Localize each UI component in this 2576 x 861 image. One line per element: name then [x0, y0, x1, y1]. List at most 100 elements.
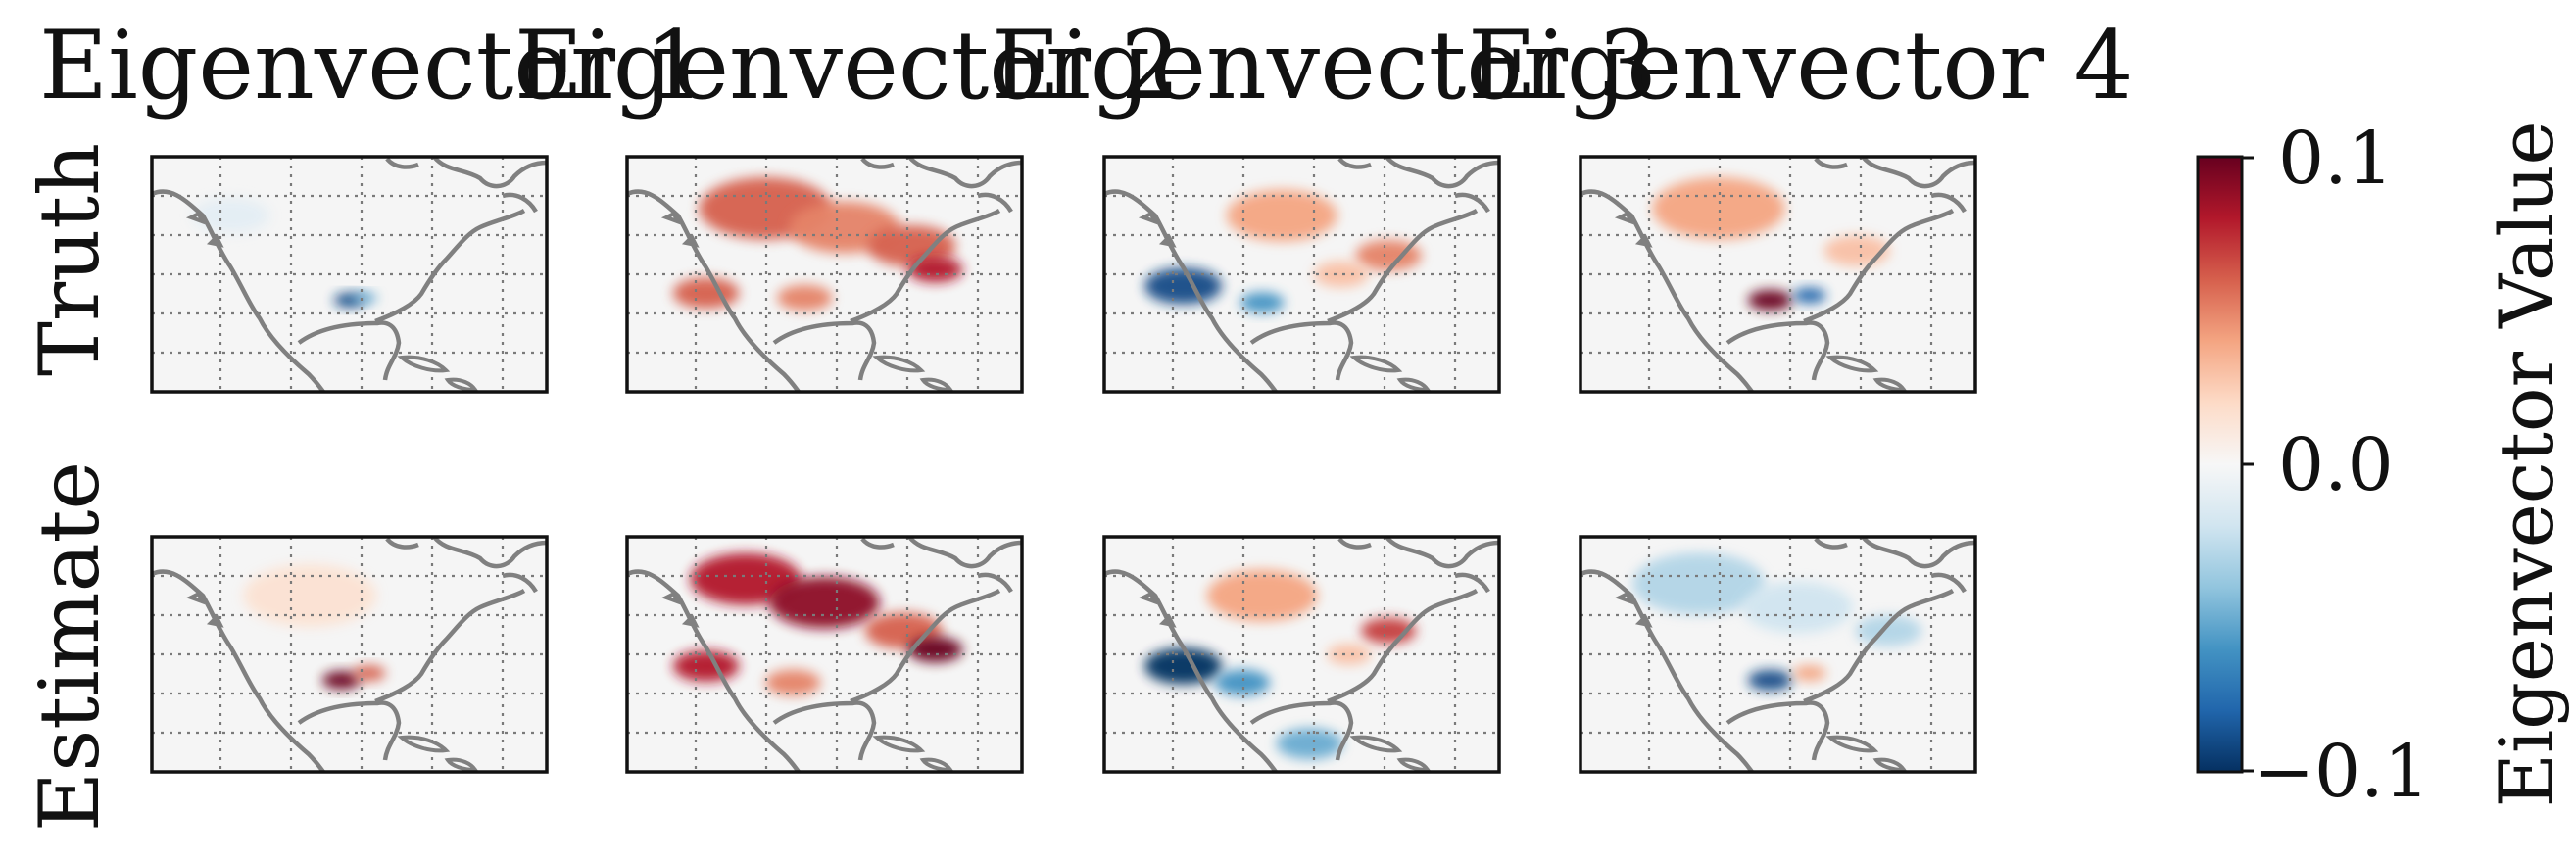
data-blob-3 — [1747, 669, 1793, 691]
data-blob-3 — [1239, 292, 1285, 313]
panel-frame — [1579, 155, 1977, 394]
coastline-3 — [1385, 155, 1500, 189]
colorbar — [2196, 155, 2244, 774]
island-2 — [681, 613, 700, 628]
coastline-3 — [907, 155, 1023, 189]
data-blob-3 — [907, 257, 963, 283]
coastline-0 — [1580, 189, 1754, 394]
coastline-5 — [977, 192, 1013, 214]
column-title-2: Eigenvector 2 — [514, 11, 1181, 120]
data-blob-1 — [1742, 581, 1854, 634]
island-0 — [1825, 735, 1879, 753]
island-0 — [397, 355, 451, 373]
data-blob-5 — [765, 669, 821, 695]
data-blob-2 — [1855, 615, 1922, 646]
island-0 — [1825, 355, 1879, 373]
panel-estimate-2 — [625, 535, 1024, 774]
data-blob-1 — [1355, 239, 1423, 271]
colorbar-label: Eigenvector Value — [2483, 120, 2570, 807]
coastline-0 — [151, 569, 325, 774]
island-2 — [681, 233, 700, 248]
island-2 — [206, 613, 224, 628]
island-1 — [1396, 377, 1432, 393]
data-blob-5 — [1327, 644, 1372, 665]
data-blob-4 — [1313, 261, 1370, 288]
coastline-2 — [1327, 209, 1479, 324]
data-blob-3 — [1792, 287, 1826, 304]
data-blob-1 — [769, 576, 880, 629]
data-blob-2 — [867, 225, 956, 267]
coastline-5 — [977, 572, 1013, 594]
coastline-2 — [850, 589, 1001, 704]
coastline-2 — [1803, 209, 1955, 324]
coastline-1 — [297, 700, 402, 761]
coastline-3 — [907, 535, 1023, 569]
panel-frame — [1102, 155, 1501, 394]
coastline-5 — [502, 572, 538, 594]
panel-estimate-4 — [1579, 535, 1977, 774]
panel-frame — [150, 535, 549, 774]
coastline-4 — [1337, 537, 1372, 550]
coastline-2 — [374, 589, 526, 704]
panel-frame — [625, 155, 1024, 394]
coastline-4 — [385, 537, 419, 550]
data-blob-0 — [1632, 552, 1766, 615]
panel-frame — [1102, 535, 1501, 774]
coastline-3 — [1861, 155, 1976, 189]
data-blob-2 — [352, 665, 386, 682]
panel-truth-2 — [625, 155, 1024, 394]
colorbar-tick-label-top: 0.1 — [2278, 117, 2394, 201]
coastline-1 — [1249, 320, 1354, 381]
island-2 — [1634, 613, 1653, 628]
coastline-2 — [374, 209, 526, 324]
island-0 — [872, 735, 926, 753]
panel-truth-4 — [1579, 155, 1977, 394]
data-blob-2 — [1747, 289, 1793, 311]
island-3 — [1614, 591, 1634, 605]
coastline-4 — [1814, 157, 1848, 169]
data-blob-0 — [1206, 569, 1318, 622]
coastline-3 — [432, 535, 548, 569]
coastline-3 — [1385, 535, 1500, 569]
coastline-5 — [1930, 572, 1967, 594]
panel-estimate-1 — [150, 535, 549, 774]
island-3 — [660, 591, 681, 605]
panel-frame — [150, 155, 549, 394]
panel-frame — [1579, 535, 1977, 774]
data-blob-0 — [690, 552, 802, 605]
island-2 — [206, 233, 224, 248]
island-2 — [1158, 233, 1177, 248]
island-0 — [1349, 355, 1403, 373]
colorbar-tick-label-mid: 0.0 — [2278, 423, 2394, 507]
data-blob-2 — [192, 197, 270, 234]
data-blob-3 — [1214, 669, 1271, 695]
coastline-4 — [385, 157, 419, 169]
island-3 — [185, 211, 206, 225]
island-2 — [1634, 233, 1653, 248]
island-0 — [1349, 735, 1403, 753]
coastline-1 — [772, 320, 877, 381]
colorbar-tick-label-bottom: −0.1 — [2254, 730, 2430, 814]
island-3 — [660, 211, 681, 225]
data-blob-2 — [1144, 267, 1223, 305]
coastline-1 — [297, 320, 402, 381]
data-blob-4 — [1792, 665, 1826, 682]
coastline-4 — [1814, 537, 1848, 550]
island-1 — [1872, 377, 1908, 393]
coastline-5 — [1930, 192, 1967, 214]
data-blob-0 — [243, 564, 376, 627]
coastline-5 — [1454, 192, 1490, 214]
data-blob-0 — [1652, 177, 1785, 240]
row-label-estimate: Estimate — [22, 461, 118, 832]
coastline-0 — [1103, 189, 1278, 394]
data-blob-3 — [907, 637, 963, 663]
island-3 — [185, 591, 206, 605]
panel-frame — [625, 535, 1024, 774]
island-3 — [1138, 211, 1158, 225]
coastline-1 — [1725, 700, 1830, 761]
island-0 — [397, 735, 451, 753]
data-blob-5 — [777, 284, 833, 311]
coastline-3 — [1861, 535, 1976, 569]
coastline-5 — [502, 192, 538, 214]
